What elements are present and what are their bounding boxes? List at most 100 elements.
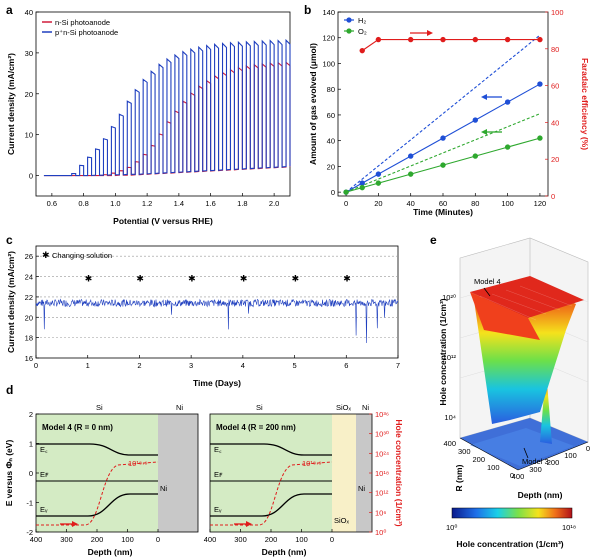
ytick-label-b: 60 bbox=[327, 111, 335, 120]
xtick-label-b: 120 bbox=[534, 199, 547, 208]
xtick-label-a: 1.0 bbox=[110, 199, 120, 208]
ytick-label-right-d: 10⁶ bbox=[375, 508, 386, 517]
xtick-label-d: 100 bbox=[121, 535, 134, 544]
ytick-label-c: 26 bbox=[25, 252, 33, 261]
xlabel-b: Time (Minutes) bbox=[413, 207, 473, 217]
panel-label-e: e bbox=[430, 233, 437, 247]
ytick-label-b: 140 bbox=[322, 8, 335, 17]
ytick-label-c: 22 bbox=[25, 293, 33, 302]
theory-line-b-1 bbox=[345, 113, 541, 193]
xtick-label-d: 300 bbox=[234, 535, 247, 544]
colorbar-label: Hole concentration (1/cm³) bbox=[456, 539, 563, 549]
ztick-label-e: 10⁴ bbox=[444, 413, 456, 422]
surface-plateau-front-e bbox=[470, 292, 540, 340]
ytick-label-b: 120 bbox=[322, 34, 335, 43]
rtick-label-e: 100 bbox=[487, 463, 500, 472]
annotation-model4: Model 4 bbox=[474, 277, 501, 286]
ytick-label-right-b: 40 bbox=[551, 118, 559, 127]
depthtick-label-e: 300 bbox=[529, 465, 542, 474]
ytick-label-right-b: 100 bbox=[551, 8, 564, 17]
colorbar-max: 10¹⁸ bbox=[562, 523, 576, 532]
chart-panel-c: 0 1 2 3 4 5 6 7 16 18 20 22 24 26 ✱ ✱ ✱ ✱ ✱ ✱ ✱ Changing s… bbox=[6, 245, 400, 388]
ytick-label-right-d: 10¹⁸ bbox=[375, 469, 389, 478]
ytick-label-c: 24 bbox=[25, 273, 33, 282]
xtick-label-c: 2 bbox=[137, 361, 141, 370]
annotation-model3: Model 3 bbox=[522, 457, 549, 466]
data-point-b-1 bbox=[407, 171, 414, 177]
ni-region-2 bbox=[356, 414, 372, 532]
ytick-label-right-d: 10³⁰ bbox=[375, 430, 389, 439]
data-point-b-0 bbox=[440, 135, 446, 141]
ytick-label-right-b: 60 bbox=[551, 82, 559, 91]
data-point-b-2 bbox=[407, 36, 414, 43]
colorbar-e bbox=[451, 507, 573, 519]
ytick-label-a: 30 bbox=[25, 49, 33, 58]
ev-label-2: Eᵥ bbox=[214, 505, 222, 514]
ev-curve-2 bbox=[210, 493, 332, 517]
data-point-b-2 bbox=[440, 36, 446, 43]
ylabel-c: Current density (mA/cm²) bbox=[6, 251, 16, 353]
ytick-label-a: 20 bbox=[25, 90, 33, 99]
series-b bbox=[343, 34, 543, 195]
panel-label-b: b bbox=[304, 3, 311, 17]
legend-label-h2: H₂ bbox=[358, 16, 366, 25]
legend-marker-star: ✱ bbox=[42, 250, 50, 260]
xlabel-a: Potential (V versus RHE) bbox=[113, 216, 213, 226]
data-point-b-0 bbox=[472, 117, 479, 123]
hole-conc-curve-1 bbox=[36, 461, 159, 526]
series-line-c bbox=[35, 298, 399, 344]
xtick-label-a: 1.4 bbox=[174, 199, 184, 208]
arrow-fe-right bbox=[410, 30, 433, 36]
ytick-label-b: 100 bbox=[322, 59, 335, 68]
xlabel-e: Depth (nm) bbox=[518, 490, 563, 500]
siox-region-2 bbox=[332, 414, 356, 532]
colorbar-min: 10⁰ bbox=[446, 523, 457, 532]
ev-label-1: Eᵥ bbox=[40, 505, 48, 514]
marker-changing-solution: ✱ bbox=[136, 274, 144, 284]
data-point-b-1 bbox=[359, 184, 365, 191]
data-point-b-1 bbox=[537, 135, 543, 141]
ytick-label-a: 40 bbox=[25, 8, 33, 17]
axis-ticks-a: 0.6 0.8 1.0 1.2 1.4 1.6 1.8 2.0 0 10 20 30 40 bbox=[25, 8, 280, 208]
series-line-b-0 bbox=[345, 83, 541, 193]
chart-panel-e: Model 4 Model 3 10⁴10¹²10²⁰0100200300400… bbox=[438, 237, 590, 549]
arrow-d1 bbox=[60, 521, 78, 527]
legend-label-pnsi: p⁺n-Si photoanode bbox=[55, 28, 118, 37]
data-point-b-1 bbox=[440, 162, 446, 168]
metal-label-d1: Ni bbox=[160, 484, 167, 493]
rtick-label-e: 300 bbox=[458, 447, 471, 456]
ztick-label-e: 10¹² bbox=[443, 353, 457, 362]
depth-axis-e bbox=[517, 441, 589, 471]
ytick-label-right-b: 0 bbox=[551, 192, 555, 201]
ytick-label-b: 0 bbox=[331, 188, 335, 197]
xtick-label-a: 1.8 bbox=[237, 199, 247, 208]
xtick-label-a: 2.0 bbox=[269, 199, 279, 208]
panel-label-d: d bbox=[6, 383, 13, 397]
xtick-label-d: 100 bbox=[295, 535, 308, 544]
chart-panel-a: 0.6 0.8 1.0 1.2 1.4 1.6 1.8 2.0 0 10 20 30 40 n-Si p… bbox=[6, 8, 291, 226]
surface-spike-e bbox=[540, 370, 552, 444]
ef-label-1: Eꜰ bbox=[40, 470, 49, 479]
data-point-b-0 bbox=[359, 180, 365, 186]
series-line-a-1 bbox=[43, 38, 291, 177]
region-ni-2: Ni bbox=[362, 403, 369, 412]
xtick-label-a: 1.6 bbox=[205, 199, 215, 208]
ytick-label-c: 18 bbox=[25, 334, 33, 343]
xtick-label-c: 4 bbox=[241, 361, 245, 370]
data-point-b-1 bbox=[472, 153, 479, 159]
series-lines-a bbox=[43, 38, 291, 177]
annotation-d1: 10¹⁸·⁹ bbox=[128, 459, 148, 468]
data-point-b-1 bbox=[343, 189, 349, 195]
ytick-label-c: 20 bbox=[25, 313, 33, 322]
ni-region-1 bbox=[158, 414, 198, 532]
xtick-label-b: 20 bbox=[374, 199, 382, 208]
ytick-label-a: 10 bbox=[25, 131, 33, 140]
data-point-b-2 bbox=[359, 47, 365, 54]
surface-plateau-e bbox=[470, 276, 584, 318]
theory-line-b-0 bbox=[345, 34, 541, 193]
legend-marker-h2 bbox=[346, 17, 352, 23]
ylabel-e: R (nm) bbox=[454, 464, 464, 491]
ec-curve-1 bbox=[36, 443, 158, 456]
